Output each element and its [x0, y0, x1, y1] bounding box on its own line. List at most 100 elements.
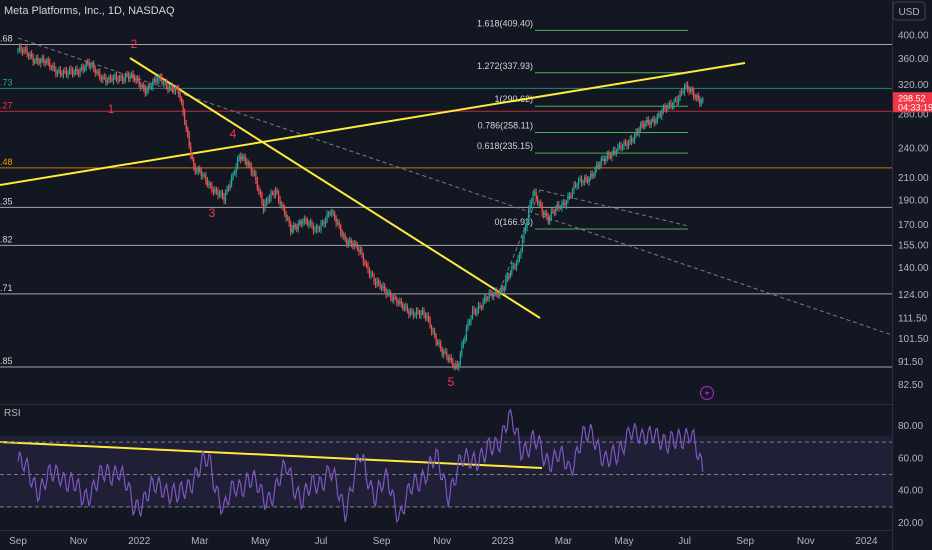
candle-body [190, 146, 192, 156]
candle-body [17, 49, 19, 51]
candle-body [129, 75, 131, 79]
candle-body [377, 281, 380, 283]
candle-body [282, 204, 284, 208]
candle-body [150, 86, 152, 88]
candle-body [200, 171, 202, 176]
candle-body [308, 224, 310, 226]
time-tick: Jul [315, 536, 328, 547]
candle-body [556, 204, 558, 208]
candle-body [526, 220, 528, 228]
candle-body [399, 301, 401, 304]
candle-body [630, 138, 633, 142]
candle-body [400, 301, 402, 304]
level-label: .71 [0, 283, 13, 293]
candle-body [652, 119, 654, 121]
candle-body [426, 316, 428, 319]
candle-body [274, 190, 277, 195]
candle-body [197, 168, 199, 172]
candle-body [121, 77, 124, 81]
candle-body [255, 172, 257, 181]
candle-body [31, 54, 33, 57]
candle-body [520, 249, 522, 256]
candle-body [62, 70, 65, 75]
candle-body [391, 297, 393, 301]
fib-label: 1.272(337.93) [477, 61, 533, 71]
candle-body [341, 233, 343, 237]
candle-body [385, 289, 387, 295]
candle-body [474, 310, 477, 314]
rsi-title: RSI [4, 408, 21, 419]
candle-body [549, 217, 551, 222]
candle-body [638, 129, 640, 134]
candle-body [273, 192, 275, 195]
candle-body [318, 229, 321, 231]
candle-body [527, 209, 530, 221]
fib-label: 1.618(409.40) [477, 18, 533, 28]
candle-body [696, 95, 698, 98]
candle-body [602, 158, 604, 160]
candle-body [665, 108, 668, 110]
candle-body [511, 266, 513, 273]
candle-body [382, 285, 384, 288]
candle-body [455, 364, 457, 367]
wave-label: 3 [209, 206, 216, 220]
candle-body [505, 279, 507, 288]
candle-body [608, 154, 610, 156]
candle-body [21, 50, 24, 53]
candle-body [547, 216, 549, 222]
currency-button[interactable] [892, 1, 926, 21]
candle-body [403, 307, 405, 309]
candle-body [699, 99, 701, 104]
candle-body [156, 80, 158, 82]
candle-body [427, 316, 430, 319]
candle-body [123, 78, 125, 81]
candle-body [91, 64, 93, 66]
candle-body [470, 317, 472, 322]
candle-body [530, 200, 533, 204]
candle-body [291, 228, 293, 233]
candle-body [294, 224, 296, 228]
candle-body [623, 142, 625, 147]
price-tick: 140.00 [898, 263, 929, 274]
candle-body [268, 198, 271, 201]
candle-body [515, 262, 518, 268]
candle-body [643, 124, 645, 127]
candle-body [344, 235, 346, 240]
candle-body [199, 168, 201, 172]
candle-body [423, 310, 425, 315]
candle-body [170, 86, 172, 88]
candle-body [677, 97, 680, 103]
candle-body [193, 159, 195, 167]
rsi-tick: 60.00 [898, 453, 923, 464]
candle-body [509, 272, 511, 277]
bar-countdown: 04:33:19 [898, 102, 932, 112]
lightning-icon[interactable] [699, 385, 715, 401]
candle-body [480, 306, 483, 308]
candle-body [637, 131, 639, 134]
candle-body [191, 155, 193, 160]
candle-body [500, 288, 502, 292]
candle-body [482, 301, 484, 307]
candle-body [37, 58, 39, 62]
candle-body [253, 172, 255, 174]
level-label: .85 [0, 356, 13, 366]
candle-body [240, 156, 242, 160]
level-label: .73 [0, 77, 13, 87]
rsi-band [0, 436, 892, 508]
candle-body [432, 331, 434, 333]
candle-body [606, 154, 608, 159]
fib-levels: 1.618(409.40) 1.272(337.93) 1(290.62) 0.786… [477, 18, 688, 230]
candle-body [309, 221, 311, 225]
price-tick: 170.00 [898, 220, 929, 231]
candle-body [173, 90, 175, 92]
candle-body [365, 264, 368, 266]
candle-body [353, 243, 355, 247]
candle-body [406, 306, 408, 312]
price-tick: 82.50 [898, 380, 923, 391]
candle-body [218, 194, 221, 196]
price-tick: 210.00 [898, 173, 929, 184]
candle-body [368, 269, 371, 276]
candle-body [543, 212, 545, 216]
candle-body [594, 168, 596, 176]
